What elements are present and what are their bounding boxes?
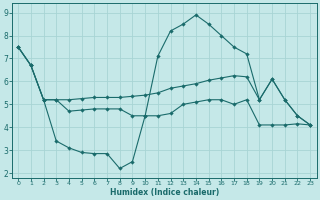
- X-axis label: Humidex (Indice chaleur): Humidex (Indice chaleur): [109, 188, 219, 197]
